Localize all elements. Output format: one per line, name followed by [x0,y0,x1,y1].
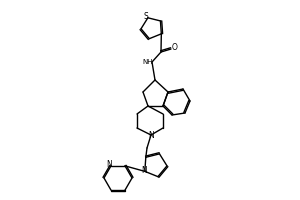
Text: N: N [141,166,147,175]
Text: N: N [106,160,112,169]
Text: N: N [148,132,154,140]
Text: O: O [172,44,178,52]
Text: NH: NH [143,59,153,65]
Text: S: S [143,12,148,21]
